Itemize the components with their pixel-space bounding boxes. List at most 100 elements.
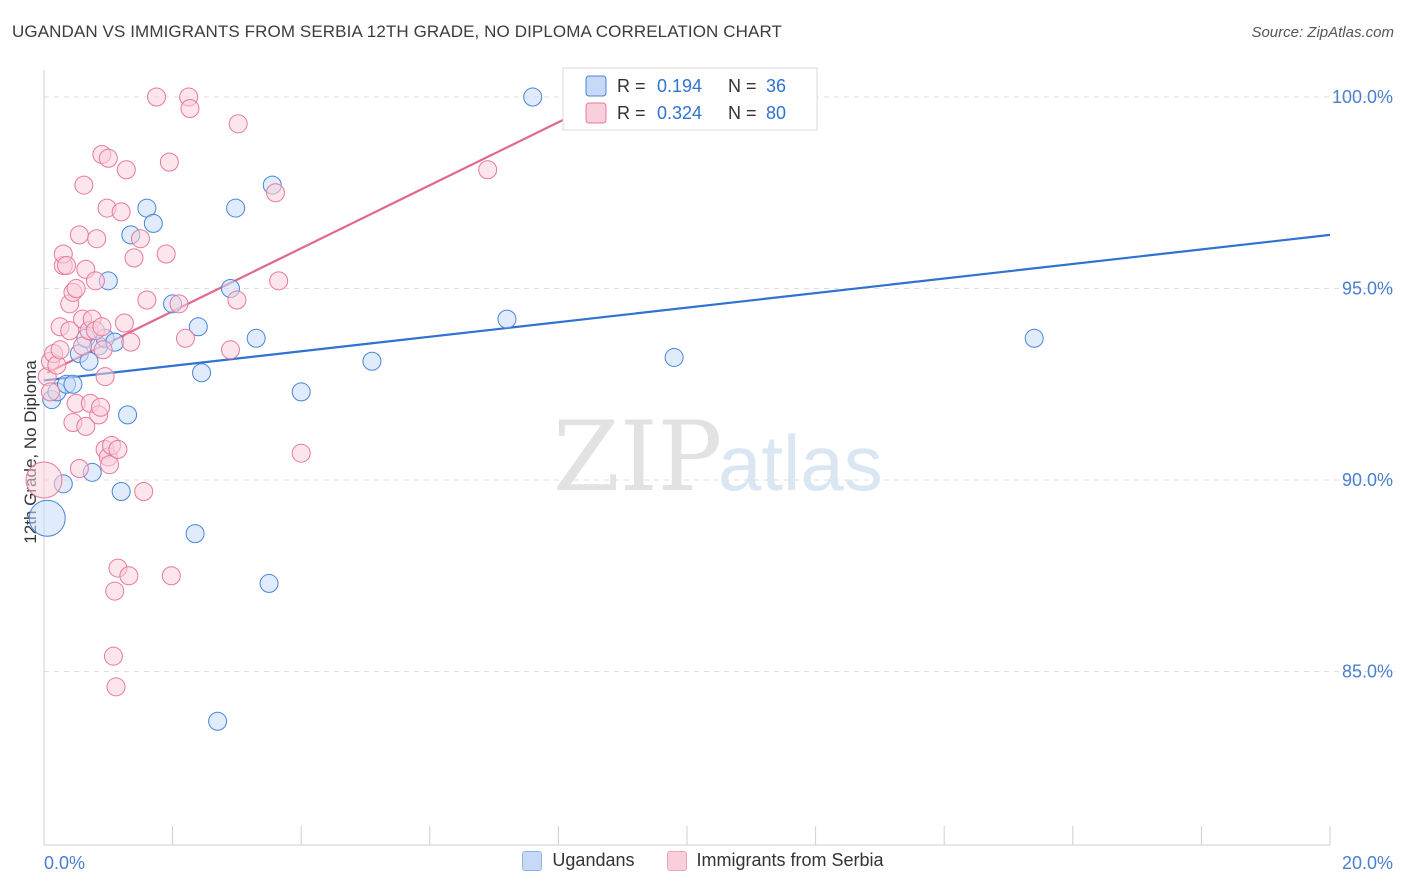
point-serbia xyxy=(137,290,157,310)
point-serbia xyxy=(121,332,141,352)
legend-r-label: R = xyxy=(617,103,646,123)
point-serbia xyxy=(180,98,200,118)
point-ugandans xyxy=(118,405,138,425)
point-serbia xyxy=(85,271,105,291)
legend-item-ugandans[interactable]: Ugandans xyxy=(522,850,635,871)
trend-line-ugandans xyxy=(43,233,1331,382)
legend-label-ugandans: Ugandans xyxy=(552,850,635,870)
point-serbia xyxy=(161,566,181,586)
point-serbia xyxy=(156,244,176,264)
point-serbia xyxy=(93,340,113,360)
legend-n-value: 36 xyxy=(766,76,786,96)
y-tick-label: 85.0% xyxy=(1342,662,1393,682)
point-ugandans xyxy=(1024,328,1044,348)
point-ugandans xyxy=(208,711,228,731)
point-ugandans xyxy=(143,213,163,233)
point-serbia xyxy=(114,313,134,333)
point-serbia xyxy=(100,455,120,475)
tick-labels: 100.0% 95.0% 90.0% 85.0% 0.0% 20.0% xyxy=(44,87,1393,873)
point-ugandans xyxy=(523,87,543,107)
point-serbia xyxy=(265,183,285,203)
point-ugandans xyxy=(497,309,517,329)
legend-swatch-blue xyxy=(522,850,543,871)
point-serbia xyxy=(69,225,89,245)
point-ugandans xyxy=(192,363,212,383)
legend-swatch-pink xyxy=(666,850,687,871)
watermark: ZIP atlas xyxy=(553,401,883,513)
point-serbia xyxy=(50,340,70,360)
gridlines xyxy=(44,96,1395,672)
legend-n-value: 80 xyxy=(766,103,786,123)
point-serbia xyxy=(134,481,154,501)
point-serbia xyxy=(130,229,150,249)
point-serbia xyxy=(169,294,189,314)
point-serbia xyxy=(105,581,125,601)
point-serbia xyxy=(116,160,136,180)
point-serbia xyxy=(69,459,89,479)
watermark-zip: ZIP xyxy=(553,401,722,513)
point-serbia xyxy=(74,175,94,195)
point-serbia xyxy=(159,152,179,172)
point-serbia xyxy=(228,114,248,134)
point-ugandans xyxy=(188,317,208,337)
legend-n-label: N = xyxy=(728,76,757,96)
legend-r-label: R = xyxy=(617,76,646,96)
x-tick-label: 0.0% xyxy=(44,853,85,873)
point-serbia xyxy=(40,382,60,402)
point-ugandans xyxy=(259,573,279,593)
point-serbia xyxy=(106,677,126,697)
legend-n-label: N = xyxy=(728,103,757,123)
point-serbia xyxy=(76,416,96,436)
point-serbia xyxy=(220,340,240,360)
point-serbia xyxy=(227,290,247,310)
trend-lines xyxy=(43,96,1331,382)
legend-r-value: 0.324 xyxy=(657,103,702,123)
point-ugandans xyxy=(362,351,382,371)
point-serbia xyxy=(175,328,195,348)
point-serbia xyxy=(57,256,77,276)
point-ugandans xyxy=(28,499,66,537)
point-serbia xyxy=(87,229,107,249)
y-tick-label: 95.0% xyxy=(1342,279,1393,299)
point-serbia xyxy=(124,248,144,268)
trend-line-serbia xyxy=(46,96,611,374)
point-serbia xyxy=(291,443,311,463)
point-serbia xyxy=(98,148,118,168)
point-serbia xyxy=(119,566,139,586)
axes xyxy=(43,70,1331,846)
point-serbia xyxy=(92,317,112,337)
watermark-atlas: atlas xyxy=(718,419,883,507)
point-ugandans xyxy=(63,374,83,394)
legend-box: R = 0.194 N = 36 R = 0.324 N = 80 xyxy=(562,67,818,131)
point-serbia xyxy=(66,279,86,298)
point-serbia xyxy=(108,439,128,459)
point-ugandans xyxy=(226,198,246,218)
point-serbia xyxy=(60,321,80,341)
point-serbia xyxy=(103,646,123,666)
legend-label-serbia: Immigrants from Serbia xyxy=(696,850,884,870)
chart-title: UGANDAN VS IMMIGRANTS FROM SERBIA 12TH G… xyxy=(12,22,782,41)
point-ugandans xyxy=(246,328,266,348)
legend-item-serbia[interactable]: Immigrants from Serbia xyxy=(666,850,884,871)
legend-r-value: 0.194 xyxy=(657,76,702,96)
point-serbia xyxy=(111,202,131,222)
data-points xyxy=(25,87,1044,731)
legend-swatch xyxy=(585,102,607,124)
y-tick-label: 90.0% xyxy=(1342,470,1393,490)
y-tick-label: 100.0% xyxy=(1332,87,1393,107)
point-serbia xyxy=(147,87,167,107)
x-tick-label: 20.0% xyxy=(1342,853,1393,873)
point-serbia xyxy=(25,461,63,499)
point-ugandans xyxy=(664,347,684,367)
point-serbia xyxy=(478,160,498,180)
point-serbia xyxy=(91,397,111,417)
point-ugandans xyxy=(291,382,311,402)
bottom-legend: Ugandans Immigrants from Serbia xyxy=(0,850,1406,871)
point-ugandans xyxy=(185,524,205,544)
point-serbia xyxy=(95,367,115,387)
legend-swatch xyxy=(585,75,607,97)
point-ugandans xyxy=(111,481,131,501)
source-label: Source: ZipAtlas.com xyxy=(1251,24,1394,41)
point-serbia xyxy=(269,271,289,291)
